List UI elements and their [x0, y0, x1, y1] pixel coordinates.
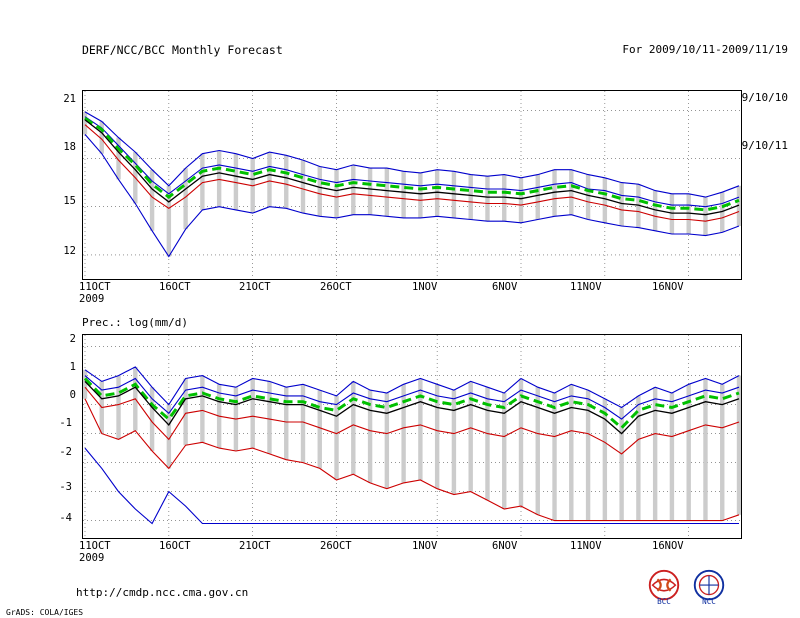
ncc-logo-icon: NCC — [693, 569, 725, 606]
prec-xtick-0: 11OCT — [79, 540, 111, 552]
temp-xtick-3: 26OCT — [320, 281, 352, 293]
temp-xtick-1: 16OCT — [159, 281, 191, 293]
bcc-logo-icon: BCC — [648, 569, 680, 606]
temp-ytick-12: 12 — [63, 245, 76, 257]
temp-year-label: 2009 — [79, 293, 105, 305]
temp-xtick-5: 6NOV — [492, 281, 518, 293]
precipitation-title: Prec.: log(mm/d) — [82, 316, 188, 329]
ncc-logo-text: NCC — [702, 597, 716, 606]
prec-xtick-1: 16OCT — [159, 540, 191, 552]
prec-xtick-6: 11NOV — [570, 540, 602, 552]
prec-year-label: 2009 — [79, 552, 105, 564]
temp-ytick-15: 15 — [63, 195, 76, 207]
prec-ytick-n1: -1 — [59, 417, 72, 429]
temp-xtick-7: 16NOV — [652, 281, 684, 293]
prec-ytick-2: 2 — [69, 333, 76, 345]
prec-ytick-1: 1 — [69, 361, 76, 373]
temp-xtick-2: 21OCT — [239, 281, 271, 293]
grads-credit-label: GrADS: COLA/IGES — [6, 608, 84, 617]
prec-ytick-0: 0 — [69, 389, 76, 401]
temperature-chart-svg — [83, 91, 741, 279]
prec-xtick-5: 6NOV — [492, 540, 518, 552]
source-url-label: http://cmdp.ncc.cma.gov.cn — [76, 586, 249, 599]
prec-ytick-n3: -3 — [59, 481, 72, 493]
temperature-plot-panel — [82, 90, 742, 280]
prec-xtick-3: 26OCT — [320, 540, 352, 552]
temp-ytick-18: 18 — [63, 141, 76, 153]
forecast-range-label: For 2009/10/11-2009/11/19 — [622, 43, 788, 56]
prec-xtick-2: 21OCT — [239, 540, 271, 552]
precipitation-plot-panel — [82, 334, 742, 539]
prec-xtick-7: 16NOV — [652, 540, 684, 552]
temp-xtick-4: 1NOV — [412, 281, 438, 293]
page-title: DERF/NCC/BCC Monthly Forecast — [82, 43, 283, 57]
prec-ytick-n2: -2 — [59, 446, 72, 458]
precipitation-chart-svg — [83, 335, 741, 538]
temp-ytick-21: 21 — [63, 93, 76, 105]
bcc-logo-text: BCC — [657, 597, 671, 606]
prec-xtick-4: 1NOV — [412, 540, 438, 552]
temp-xtick-6: 11NOV — [570, 281, 602, 293]
temp-xtick-0: 11OCT — [79, 281, 111, 293]
prec-ytick-n4: -4 — [59, 512, 72, 524]
